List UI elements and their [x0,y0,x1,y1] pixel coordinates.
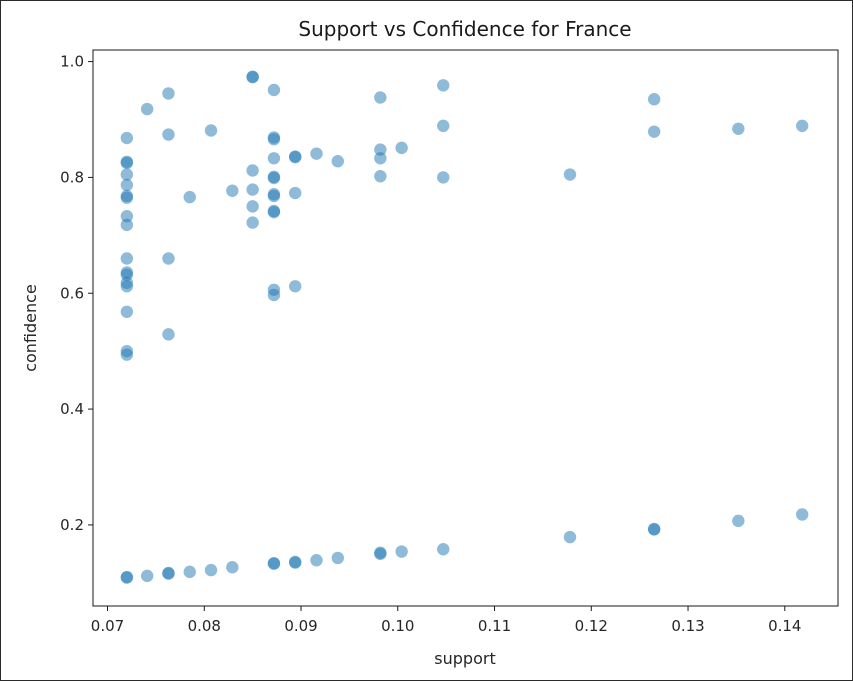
data-point [732,514,745,528]
data-point [120,178,134,192]
data-point [796,119,809,133]
y-tick-label: 0.4 [60,400,84,418]
data-point [120,168,134,181]
data-point [246,183,259,196]
x-tick-label: 0.07 [91,617,124,635]
data-point [246,71,259,84]
data-point [289,150,302,164]
data-point [374,91,387,104]
data-point [267,132,281,146]
data-point [437,119,450,133]
data-point [120,131,134,145]
data-point [267,288,281,302]
data-point [267,556,281,570]
data-point [120,191,134,204]
data-point [331,155,344,168]
y-tick-label: 0.2 [60,516,84,534]
data-point [120,156,134,170]
data-point [647,125,661,138]
y-tick-label: 1.0 [60,53,84,71]
data-point [120,571,134,584]
data-point [204,563,218,577]
data-point [120,252,134,265]
data-point [120,210,134,223]
data-point [267,83,281,97]
data-point [310,554,323,567]
x-tick-label: 0.13 [671,617,704,635]
data-point [267,171,281,185]
data-point [267,205,281,219]
data-point [796,508,809,521]
data-point [647,522,661,536]
data-point [374,170,387,183]
plot-area [92,49,839,607]
data-point [374,143,387,156]
data-point [437,79,450,92]
data-point [226,561,239,574]
x-axis: 0.07 0.08 0.09 0.10 0.11 0.12 0.13 0.14 [91,606,801,635]
data-point [374,546,387,559]
y-axis-label: confidence [21,284,40,372]
data-point [289,186,302,200]
data-point [120,280,134,293]
data-point [183,565,196,579]
x-tick-label: 0.08 [188,617,221,635]
data-point [162,128,175,141]
data-point [246,200,259,213]
data-point [120,348,134,361]
data-point [563,168,577,181]
data-point [374,152,387,165]
x-tick-label: 0.12 [575,617,608,635]
data-point [140,102,154,116]
y-axis: 0.2 0.4 0.6 0.8 1.0 [60,53,93,534]
data-point [162,566,175,580]
data-point [183,190,196,204]
data-point [395,545,408,558]
x-tick-label: 0.09 [284,617,317,635]
data-point [331,551,344,565]
data-point [437,543,450,556]
data-point [732,122,745,135]
x-tick-label: 0.10 [381,617,414,635]
data-point [647,93,661,106]
data-point [267,189,281,203]
data-point [162,252,175,265]
data-point [226,184,239,197]
chart-title: Support vs Confidence for France [298,17,631,41]
data-point [140,569,154,583]
x-tick-label: 0.14 [768,617,801,635]
data-point [437,171,450,184]
points-layer [120,70,809,584]
data-point [162,328,175,341]
data-point [246,164,259,177]
data-point [395,141,408,155]
data-point [310,147,323,160]
data-point [563,530,577,544]
y-tick-label: 0.6 [60,284,84,302]
x-tick-label: 0.11 [478,617,511,635]
x-axis-label: support [434,649,495,668]
data-point [289,280,302,293]
data-point [246,216,259,229]
y-tick-label: 0.8 [60,168,84,186]
data-point [120,218,134,232]
data-point [267,152,281,165]
data-point [162,87,175,100]
data-point [120,305,134,318]
data-point [204,124,218,137]
data-point [289,555,302,569]
